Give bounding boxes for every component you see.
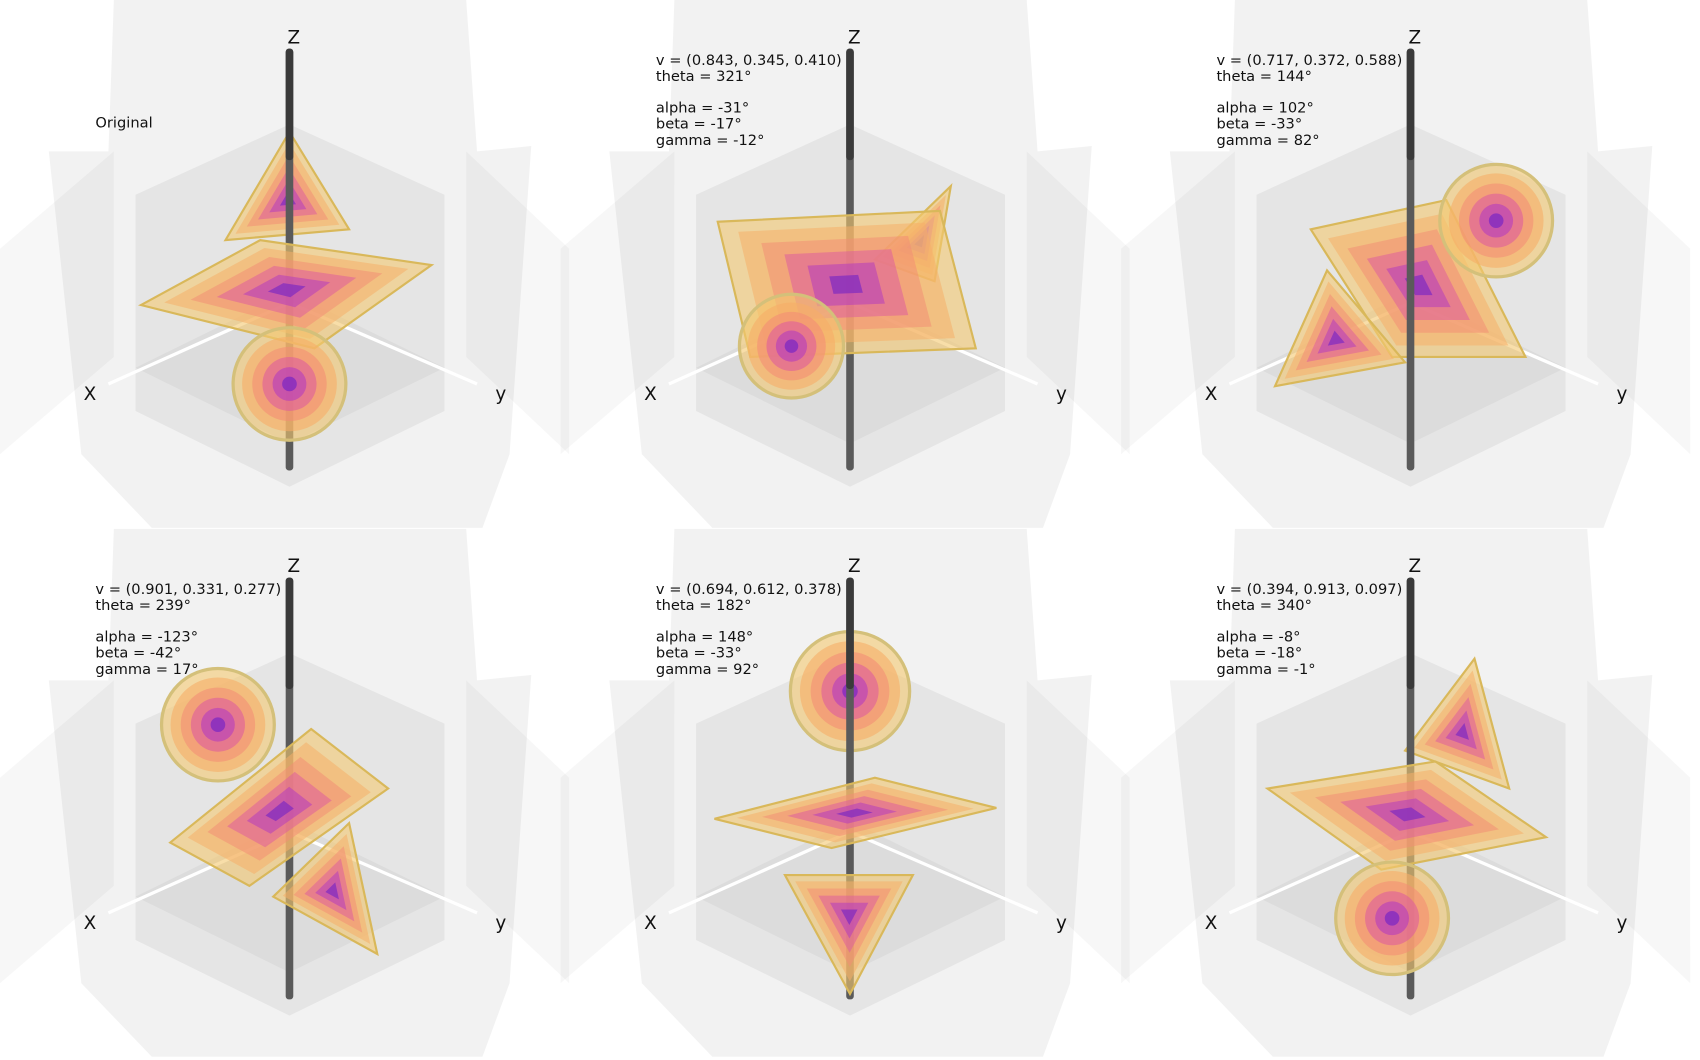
info-text: gamma = 82° bbox=[1216, 132, 1319, 149]
axis-label: Z bbox=[288, 27, 301, 48]
info-text: v = (0.694, 0.612, 0.378) bbox=[656, 581, 842, 598]
info-text: v = (0.717, 0.372, 0.588) bbox=[1216, 52, 1402, 69]
info-text: alpha = 148° bbox=[656, 628, 753, 645]
floor-line bbox=[849, 830, 1039, 915]
axis-label: Z bbox=[848, 27, 861, 48]
axis-label: Z bbox=[1409, 27, 1422, 48]
info-text: alpha = -8° bbox=[1216, 628, 1300, 645]
z-rod-top bbox=[846, 48, 854, 161]
axis-label: y bbox=[1616, 913, 1627, 934]
z-rod-top bbox=[285, 48, 294, 161]
panel: Z X y v = (0.394, 0.913, 0.097)theta = 340°… bbox=[1169, 528, 1653, 1057]
sphere-layer bbox=[282, 376, 297, 392]
z-rod-top bbox=[1406, 48, 1415, 161]
info-text: theta = 182° bbox=[656, 597, 751, 614]
slab-layer bbox=[1389, 807, 1426, 822]
info-text: alpha = 102° bbox=[1216, 100, 1313, 117]
axis-label: X bbox=[84, 913, 97, 934]
axis-label: Z bbox=[288, 556, 301, 577]
axis-label: X bbox=[84, 384, 97, 405]
panel: Z X y v = (0.717, 0.372, 0.588)theta = 144°… bbox=[1169, 0, 1653, 528]
z-rod-top bbox=[285, 577, 294, 689]
slab-layer bbox=[267, 283, 306, 298]
axis-label: y bbox=[1056, 913, 1067, 934]
info-text: alpha = -31° bbox=[656, 100, 749, 117]
axis-label: y bbox=[495, 384, 506, 405]
panel: Z X y v = (0.843, 0.345, 0.410)theta = 321°… bbox=[609, 0, 1092, 528]
sphere-layer bbox=[784, 339, 799, 353]
panel: Z X y v = (0.694, 0.612, 0.378)theta = 182°… bbox=[609, 528, 1092, 1057]
info-text: v = (0.843, 0.345, 0.410) bbox=[656, 52, 842, 69]
pyramid-layer bbox=[840, 909, 858, 926]
axis-label: y bbox=[495, 913, 506, 934]
axis-label: y bbox=[1056, 384, 1067, 405]
slab-layer bbox=[265, 800, 294, 822]
info-text: beta = -17° bbox=[656, 116, 742, 133]
z-rod-top bbox=[1406, 577, 1415, 689]
info-text: theta = 340° bbox=[1216, 597, 1311, 614]
sphere-layer bbox=[1488, 213, 1504, 228]
info-text: v = (0.394, 0.913, 0.097) bbox=[1216, 581, 1402, 598]
info-text: theta = 321° bbox=[656, 68, 751, 85]
slab-layer bbox=[836, 808, 873, 818]
info-text: beta = -42° bbox=[95, 645, 181, 662]
info-text: beta = -33° bbox=[656, 645, 742, 662]
info-text: alpha = -123° bbox=[95, 628, 198, 645]
info-text: gamma = 17° bbox=[95, 661, 198, 678]
axis-label: X bbox=[644, 913, 657, 934]
panel: Z X y Original bbox=[48, 0, 532, 528]
slab-layer bbox=[829, 274, 863, 294]
info-text: gamma = -1° bbox=[1216, 661, 1315, 678]
panel: Z X y v = (0.901, 0.331, 0.277)theta = 239°… bbox=[48, 528, 532, 1057]
info-text: beta = -33° bbox=[1216, 116, 1302, 133]
z-rod-top bbox=[846, 577, 854, 689]
pyramid-layer bbox=[325, 882, 339, 900]
info-text: v = (0.901, 0.331, 0.277) bbox=[95, 581, 281, 598]
info-text: gamma = 92° bbox=[656, 661, 759, 678]
info-text: beta = -18° bbox=[1216, 645, 1302, 662]
info-text: Original bbox=[95, 115, 152, 132]
axis-label: X bbox=[644, 384, 657, 405]
pyramid-layer bbox=[1327, 330, 1345, 346]
info-text: gamma = -12° bbox=[656, 132, 764, 149]
info-text: theta = 239° bbox=[95, 597, 190, 614]
floor-line bbox=[288, 830, 478, 915]
axis-label: Z bbox=[1409, 556, 1422, 577]
axis-label: X bbox=[1205, 913, 1218, 934]
sphere-layer bbox=[210, 717, 226, 733]
axis-label: Z bbox=[848, 556, 861, 577]
sphere-layer bbox=[1384, 910, 1400, 926]
axis-label: X bbox=[1205, 384, 1218, 405]
info-text: theta = 144° bbox=[1216, 68, 1311, 85]
axis-label: y bbox=[1616, 384, 1627, 405]
